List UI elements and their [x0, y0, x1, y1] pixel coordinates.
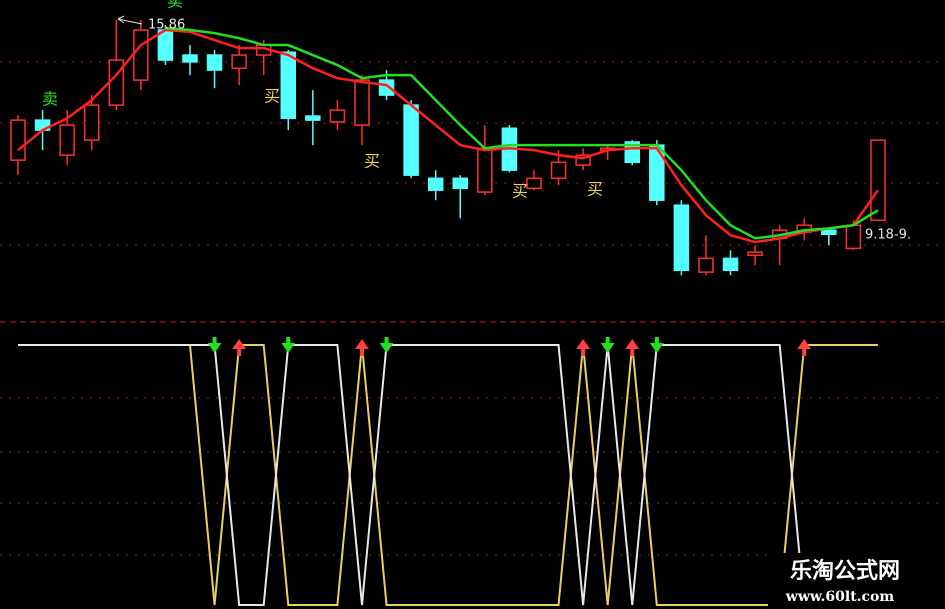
candle-body [526, 177, 542, 190]
candle-body [354, 79, 370, 126]
candle-body [452, 177, 469, 190]
buy-arrow [354, 339, 369, 356]
sell-arrow [379, 337, 394, 353]
annotation: 买 [512, 182, 528, 201]
candle-body [821, 229, 837, 236]
candle-body [550, 161, 567, 180]
watermark-title: 乐淘公式网 [790, 558, 900, 584]
sell-arrow [207, 337, 222, 353]
annotation: 买 [364, 152, 380, 171]
oscillator-line [18, 344, 806, 606]
candle-body [157, 29, 174, 61]
sell-arrow [281, 337, 296, 353]
annotation: 买 [587, 180, 603, 199]
ma-line [17, 28, 879, 244]
candle-body [59, 124, 75, 156]
candle-body [83, 104, 100, 141]
candle-body [845, 224, 862, 250]
buy-arrow [576, 339, 591, 356]
candle-body [722, 257, 739, 272]
buy-arrow [625, 339, 640, 356]
candle-body [329, 109, 346, 123]
candle-body [206, 54, 223, 71]
candle-body [403, 104, 419, 176]
candle-body [108, 59, 125, 106]
candle-body [280, 51, 297, 119]
sell-arrow [600, 337, 615, 353]
candle-body [477, 147, 493, 193]
candle-body [10, 119, 26, 161]
candle-body [182, 54, 198, 63]
ma-line [165, 26, 879, 240]
sell-arrow [649, 337, 664, 353]
candle-body [698, 257, 714, 273]
annotation: 买 [264, 87, 280, 106]
annotation: 15.86 [148, 18, 185, 33]
candle-body [133, 29, 149, 81]
candle-body [427, 177, 444, 191]
annotation-arrow [117, 15, 143, 25]
buy-arrow [797, 339, 812, 356]
annotation: 9.18-9. [865, 228, 911, 243]
candle-body [673, 204, 690, 272]
candle-body [575, 154, 591, 166]
candle-body [747, 251, 763, 256]
annotation: 卖 [167, 0, 183, 11]
candle-body [231, 54, 247, 69]
candle-body [870, 139, 886, 221]
candle-body [305, 115, 321, 121]
watermark-url: www.60lt.com [785, 589, 895, 605]
annotation: 卖 [42, 90, 58, 109]
buy-arrow [232, 339, 247, 356]
watermark-box [768, 553, 945, 609]
